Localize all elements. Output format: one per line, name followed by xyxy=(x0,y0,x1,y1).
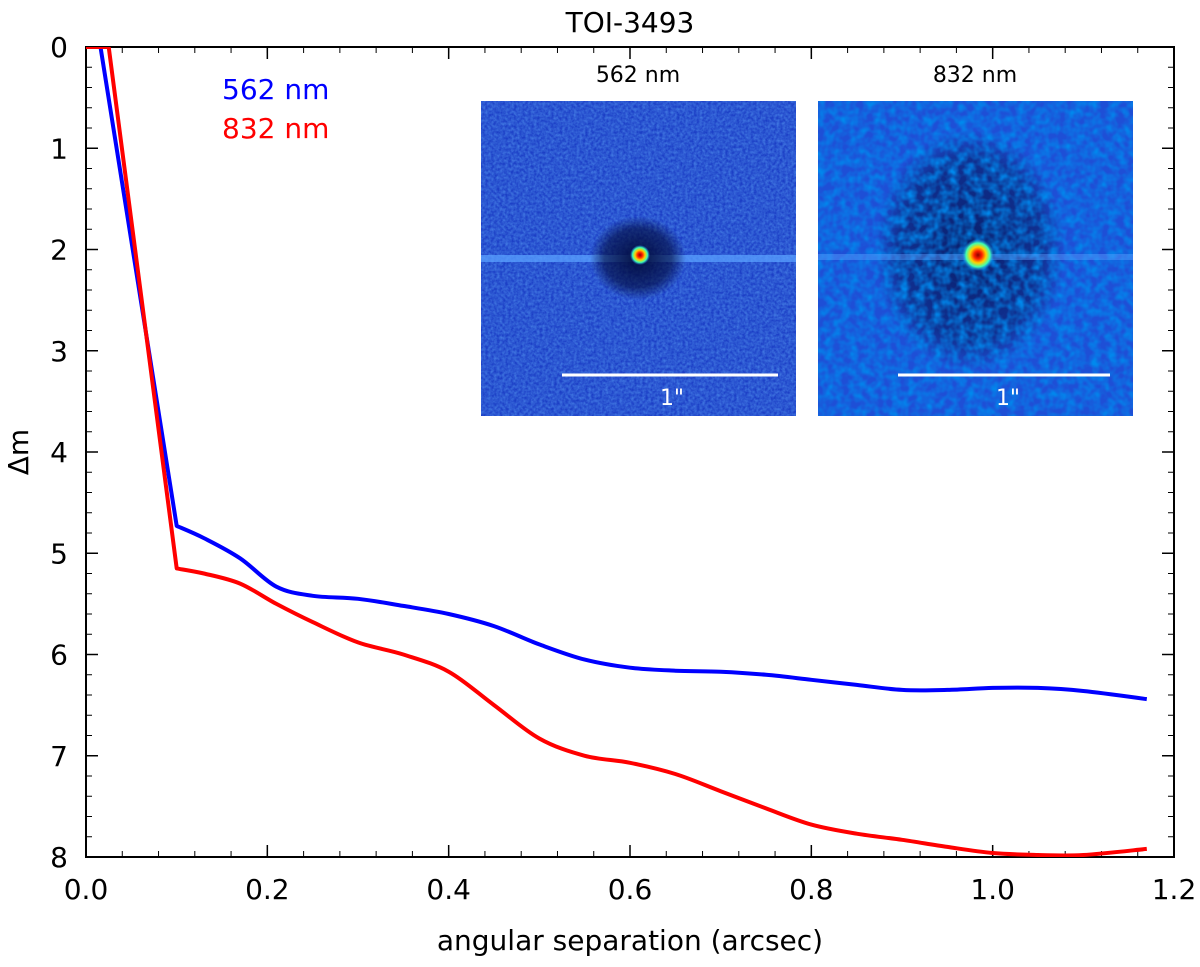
inset-562nm: 562 nm 1" xyxy=(481,63,796,416)
inset-832nm: 832 nm 1" xyxy=(818,63,1133,416)
inset-562nm-title: 562 nm xyxy=(596,63,680,88)
series-line-562nm xyxy=(86,47,1148,702)
inset-832nm-scale-label: 1" xyxy=(996,386,1020,411)
y-axis-label: Δm xyxy=(2,429,35,475)
y-tick-label: 1 xyxy=(50,132,68,165)
y-tick-label: 2 xyxy=(50,234,68,267)
y-tick-label: 8 xyxy=(50,841,68,874)
x-tick-label: 1.2 xyxy=(1152,873,1197,906)
y-tick-label: 4 xyxy=(50,436,68,469)
x-axis-label: angular separation (arcsec) xyxy=(437,924,823,957)
legend: 562 nm 832 nm xyxy=(222,73,329,145)
inset-832nm-star xyxy=(962,239,994,271)
legend-entry-832nm: 832 nm xyxy=(222,112,329,145)
x-tick-label: 1.0 xyxy=(970,873,1015,906)
x-axis-ticks: 0.0 0.2 0.4 0.6 0.8 1.0 1.2 xyxy=(64,47,1197,906)
y-axis-ticks: 0 1 2 3 4 5 6 7 8 xyxy=(50,31,1174,874)
legend-entry-562nm: 562 nm xyxy=(222,73,329,106)
x-tick-label: 0.6 xyxy=(608,873,653,906)
x-tick-label: 0.0 xyxy=(64,873,109,906)
x-tick-label: 0.4 xyxy=(426,873,471,906)
y-tick-label: 5 xyxy=(50,537,68,570)
inset-562nm-scale-label: 1" xyxy=(660,386,684,411)
y-tick-label: 7 xyxy=(50,740,68,773)
inset-562nm-star xyxy=(630,245,650,265)
y-tick-label: 3 xyxy=(50,335,68,368)
x-tick-label: 0.2 xyxy=(245,873,290,906)
inset-832nm-title: 832 nm xyxy=(933,63,1017,88)
y-tick-label: 6 xyxy=(50,639,68,672)
series-layer xyxy=(86,47,1148,857)
x-tick-label: 0.8 xyxy=(789,873,834,906)
y-tick-label: 0 xyxy=(50,31,68,64)
series-line-832nm xyxy=(86,47,1147,857)
chart-title: TOI-3493 xyxy=(565,6,695,39)
